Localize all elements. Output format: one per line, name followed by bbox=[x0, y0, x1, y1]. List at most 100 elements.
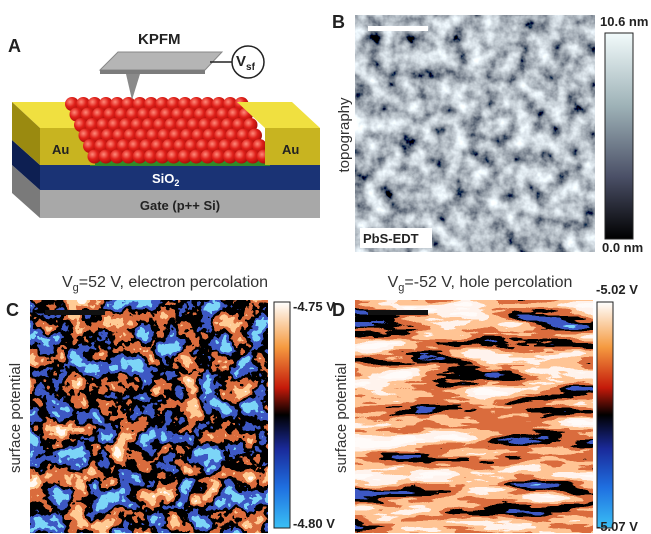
nanocrystal bbox=[85, 118, 100, 132]
sample-label-box bbox=[360, 228, 432, 248]
gate-label: Gate (p++ Si) bbox=[140, 198, 220, 213]
title-main: V bbox=[62, 274, 73, 291]
nanocrystal bbox=[214, 128, 229, 143]
nanocrystal bbox=[198, 118, 213, 132]
panel-label: C bbox=[6, 300, 19, 320]
nanocrystal bbox=[157, 128, 172, 143]
nanocrystal bbox=[83, 139, 97, 153]
colorbar-max: -4.75 V bbox=[293, 299, 335, 314]
nanocrystal bbox=[218, 139, 233, 153]
axis-label: topography bbox=[336, 97, 353, 173]
nanocrystal bbox=[180, 128, 195, 143]
nanocrystal bbox=[144, 149, 158, 164]
nanocrystal bbox=[162, 139, 177, 153]
nanocrystal bbox=[96, 118, 111, 132]
nanocrystal bbox=[110, 149, 125, 164]
sio2-label: SiO2 bbox=[152, 171, 179, 188]
axis-label: surface potential bbox=[7, 363, 24, 473]
nanocrystal bbox=[141, 118, 156, 132]
nanocrystal bbox=[189, 149, 204, 164]
nanocrystal bbox=[245, 149, 260, 164]
nanocrystal bbox=[80, 107, 95, 122]
colorbar-min: 0.0 nm bbox=[602, 240, 643, 255]
nanocrystal bbox=[105, 139, 120, 153]
nanocrystal bbox=[144, 97, 159, 111]
title-sub: g bbox=[398, 282, 404, 294]
nanocrystal bbox=[168, 128, 183, 143]
nanocrystal bbox=[126, 107, 140, 122]
colorbar bbox=[596, 301, 614, 529]
nanocrystal bbox=[164, 118, 179, 132]
nanocrystal bbox=[225, 128, 240, 143]
title-rest: =52 V, electron percolation bbox=[79, 274, 268, 291]
colorbar-min: -5.07 V bbox=[596, 519, 638, 534]
nanocrystal bbox=[98, 149, 113, 164]
nanocrystal bbox=[153, 118, 168, 132]
nanocrystal bbox=[175, 118, 190, 132]
nanocrystal bbox=[182, 107, 197, 122]
nanocrystal bbox=[252, 139, 267, 153]
nanocrystal bbox=[155, 149, 170, 164]
nanocrystal bbox=[177, 149, 192, 164]
vsf-label: Vsf bbox=[236, 53, 256, 73]
nanocrystal bbox=[116, 139, 131, 153]
nanocrystal bbox=[78, 128, 93, 143]
nanocrystal bbox=[220, 118, 235, 132]
nanocrystal bbox=[216, 107, 231, 122]
nanocrystal bbox=[132, 149, 147, 164]
nanocrystal bbox=[211, 149, 226, 164]
nanocrystal bbox=[196, 139, 210, 153]
nanocrystal bbox=[87, 149, 102, 164]
sio2-main: SiO bbox=[152, 171, 174, 186]
nanocrystal bbox=[178, 97, 192, 111]
nanocrystal bbox=[173, 139, 188, 153]
nanocrystal bbox=[229, 139, 244, 153]
nanocrystal bbox=[171, 107, 186, 122]
colorbar-max: -5.02 V bbox=[596, 282, 638, 297]
nanocrystal bbox=[155, 97, 170, 111]
nanocrystal bbox=[209, 118, 224, 132]
nanocrystal bbox=[103, 107, 118, 122]
title-sub: g bbox=[73, 282, 79, 294]
nanocrystal bbox=[166, 97, 181, 111]
panel-title: Vg=-52 V, hole percolation bbox=[388, 274, 573, 294]
nanocrystal bbox=[76, 97, 91, 111]
nanocrystal bbox=[187, 118, 201, 132]
sample-label: PbS-EDT bbox=[363, 231, 419, 246]
nanocrystal bbox=[150, 139, 165, 153]
topography-image bbox=[355, 15, 595, 252]
nanocrystal bbox=[119, 118, 134, 132]
nanocrystal bbox=[189, 97, 204, 111]
nanocrystal bbox=[200, 149, 215, 164]
nanocrystal bbox=[74, 118, 88, 132]
nanocrystal bbox=[236, 128, 251, 143]
nanocrystal bbox=[132, 97, 147, 111]
colorbar bbox=[273, 301, 291, 529]
nanocrystal bbox=[89, 128, 104, 143]
nanocrystal bbox=[184, 139, 199, 153]
nanocrystal bbox=[65, 97, 79, 111]
panel-label: D bbox=[332, 300, 345, 320]
nanocrystal bbox=[121, 149, 136, 164]
vsf-main: V bbox=[236, 53, 246, 70]
nanocrystal bbox=[205, 107, 220, 122]
nanocrystal bbox=[69, 107, 84, 122]
nanocrystal bbox=[110, 97, 125, 111]
nanocrystal bbox=[207, 139, 222, 153]
colorbar bbox=[604, 32, 634, 240]
nanocrystal bbox=[92, 107, 107, 122]
nanocrystal bbox=[191, 128, 206, 143]
colorbar-max: 10.6 nm bbox=[600, 14, 648, 29]
nanocrystal bbox=[166, 149, 181, 164]
au-left: Au bbox=[52, 142, 69, 157]
device-diagram bbox=[12, 45, 320, 218]
scale-bar bbox=[368, 310, 428, 315]
nanocrystal bbox=[94, 139, 109, 153]
scale-bar bbox=[45, 310, 105, 315]
nanocrystal bbox=[114, 107, 129, 122]
nanocrystal bbox=[200, 97, 215, 111]
nanocrystal bbox=[243, 118, 258, 132]
nanocrystal bbox=[148, 107, 163, 122]
nanocrystal bbox=[137, 107, 152, 122]
